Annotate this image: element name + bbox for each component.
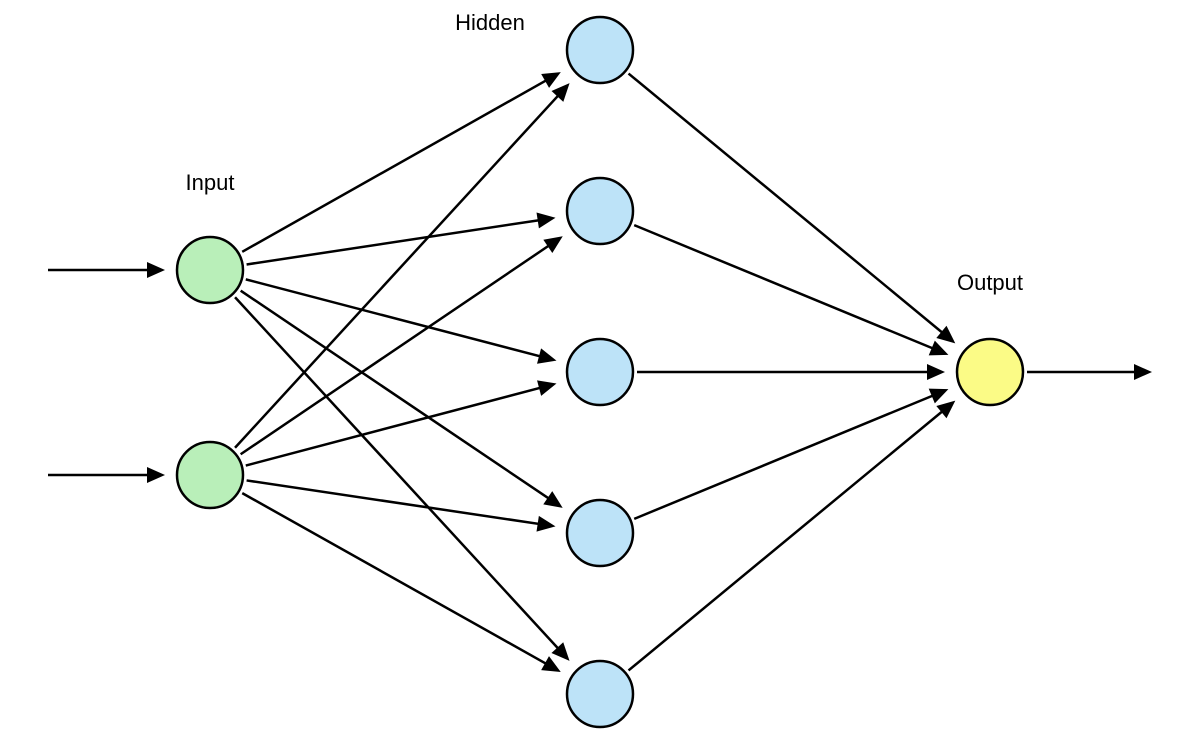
arrow-head: [541, 656, 561, 672]
arrow-head: [537, 380, 556, 395]
hidden-node: [567, 339, 633, 405]
output-node: [957, 339, 1023, 405]
arrow-head: [147, 467, 165, 483]
arrow-head: [541, 72, 561, 88]
edge: [634, 225, 940, 351]
edge: [629, 406, 949, 670]
edge: [247, 219, 547, 264]
arrow-head: [927, 364, 945, 380]
hidden-node: [567, 661, 633, 727]
layer-label: Output: [957, 270, 1023, 295]
neural-network-diagram: Input Hidden Output: [0, 0, 1200, 750]
arrow-head: [936, 326, 955, 344]
arrow-head: [1134, 364, 1152, 380]
hidden-node: [567, 500, 633, 566]
arrow-head: [936, 401, 955, 419]
arrow-head: [537, 516, 556, 532]
edge: [246, 279, 548, 358]
edge: [629, 74, 949, 338]
layer-label: Input: [186, 170, 235, 195]
arrow-head: [543, 491, 562, 508]
edge: [247, 480, 547, 525]
hidden-node: [567, 178, 633, 244]
layer-label: Hidden: [455, 10, 525, 35]
arrow-head: [537, 348, 556, 363]
input-node: [177, 442, 243, 508]
edge: [634, 393, 940, 519]
edge: [246, 386, 548, 466]
arrow-head: [537, 213, 556, 229]
input-node: [177, 237, 243, 303]
arrow-head: [147, 262, 165, 278]
hidden-node: [567, 17, 633, 83]
arrow-head: [543, 236, 562, 253]
